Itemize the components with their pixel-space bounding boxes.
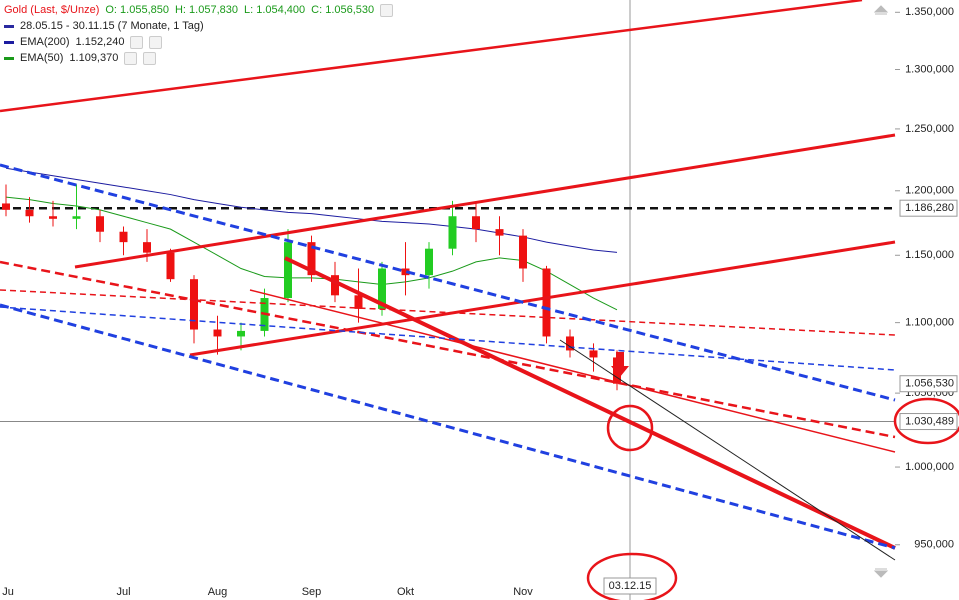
candle-body — [25, 209, 34, 217]
candle-body — [589, 350, 598, 358]
candle-body — [190, 279, 198, 330]
header: Gold (Last, $/Unze) O: 1.055,850 H: 1.05… — [4, 2, 394, 66]
legend-label: EMA(200) — [20, 36, 70, 48]
trendline — [189, 240, 896, 357]
legend-entry: EMA(50) 1.109,370 — [4, 50, 393, 66]
close-button[interactable] — [149, 35, 163, 49]
settings-button[interactable] — [380, 3, 394, 17]
level-label-box — [899, 375, 958, 393]
trendline — [0, 306, 896, 371]
legend-label: EMA(50) — [20, 52, 64, 64]
y-tick-label: 950,000 — [914, 539, 954, 551]
header-row: Gold (Last, $/Unze) O: 1.055,850 H: 1.05… — [4, 2, 394, 18]
trendline — [0, 0, 863, 113]
candle-body — [425, 248, 433, 276]
candle-body — [284, 242, 292, 299]
trendline — [559, 339, 896, 561]
y-tick-label: 1.250,000 — [905, 123, 954, 135]
ema-line — [5, 167, 618, 253]
x-tick-label: Aug — [208, 586, 228, 598]
circle-annotation — [893, 397, 959, 445]
candle-body — [96, 216, 104, 232]
y-tick-label: 1.150,000 — [905, 249, 954, 261]
x-tick-label: Sep — [302, 586, 322, 598]
x-tick-label: Jul — [116, 586, 130, 598]
legend: EMA(200) 1.152,240 EMA(50) 1.109,370 — [4, 34, 393, 66]
level-label-box — [899, 413, 958, 431]
legend-value: 1.109,370 — [69, 52, 119, 64]
ohlc: L: 1.054,400 — [243, 4, 306, 16]
candle-body — [448, 216, 457, 249]
arrow-annotation — [611, 352, 629, 377]
annotations — [586, 352, 959, 600]
trendline — [74, 133, 896, 269]
ohlc: O: 1.055,850 — [105, 4, 169, 16]
candle-body — [354, 295, 363, 309]
legend-value: 1.152,240 — [75, 36, 125, 48]
level-label: 1.186,280 — [905, 202, 954, 214]
trendline — [0, 303, 896, 550]
price-axis-panel — [895, 0, 959, 600]
trendline — [284, 256, 896, 550]
candle-body — [331, 275, 339, 296]
candle-body — [472, 216, 480, 230]
candle-body — [2, 203, 10, 210]
ohlc: C: 1.056,530 — [311, 4, 375, 16]
candle-body — [495, 229, 504, 236]
cursor-label: 03.12.15 — [609, 580, 652, 592]
settings-button[interactable] — [124, 51, 138, 65]
candle-body — [566, 336, 574, 351]
candle-body — [49, 216, 57, 219]
level-label-box — [899, 199, 958, 217]
legend-swatch — [4, 56, 14, 60]
candle-body — [519, 235, 527, 269]
candle-body — [378, 268, 386, 309]
candle-body — [72, 216, 81, 219]
y-tick-label: 1.000,000 — [905, 461, 954, 473]
candle-body — [143, 242, 151, 253]
candle-body — [401, 268, 410, 276]
level-label: 1.030,489 — [905, 415, 954, 427]
trendline — [249, 289, 896, 453]
y-tick-label: 1.350,000 — [905, 6, 954, 18]
candle-body — [307, 242, 316, 276]
circle-annotation — [586, 552, 678, 600]
candle-body — [542, 268, 551, 337]
legend-swatch — [4, 40, 14, 44]
candle-body — [166, 252, 175, 280]
cursor-label-box — [603, 577, 657, 595]
legend-entry: EMA(200) 1.152,240 — [4, 34, 393, 50]
x-tick-label: Okt — [397, 586, 414, 598]
header-row: 28.05.15 - 30.11.15 (7 Monate, 1 Tag) — [4, 18, 393, 34]
symbol-title: Gold (Last, $/Unze) — [4, 4, 100, 16]
scroll-down[interactable] — [873, 568, 889, 578]
trendline — [0, 260, 896, 439]
scroll-up[interactable] — [873, 5, 889, 15]
trendlines — [0, 0, 896, 561]
date-range: 28.05.15 - 30.11.15 (7 Monate, 1 Tag) — [20, 20, 204, 32]
circle-annotation — [606, 404, 654, 452]
close-button[interactable] — [143, 51, 157, 65]
candle-body — [237, 330, 245, 337]
candle-body — [213, 329, 222, 337]
x-tick-label: Ju — [2, 586, 14, 598]
range-icon — [4, 24, 14, 28]
settings-button[interactable] — [130, 35, 144, 49]
candle-body — [119, 231, 128, 243]
ohlc: H: 1.057,830 — [174, 4, 238, 16]
y-tick-label: 1.300,000 — [905, 63, 954, 75]
x-tick-label: Nov — [513, 586, 533, 598]
y-tick-label: 1.100,000 — [905, 317, 954, 329]
y-tick-label: 1.200,000 — [905, 185, 954, 197]
level-label: 1.056,530 — [905, 378, 954, 390]
trendline — [0, 163, 896, 402]
